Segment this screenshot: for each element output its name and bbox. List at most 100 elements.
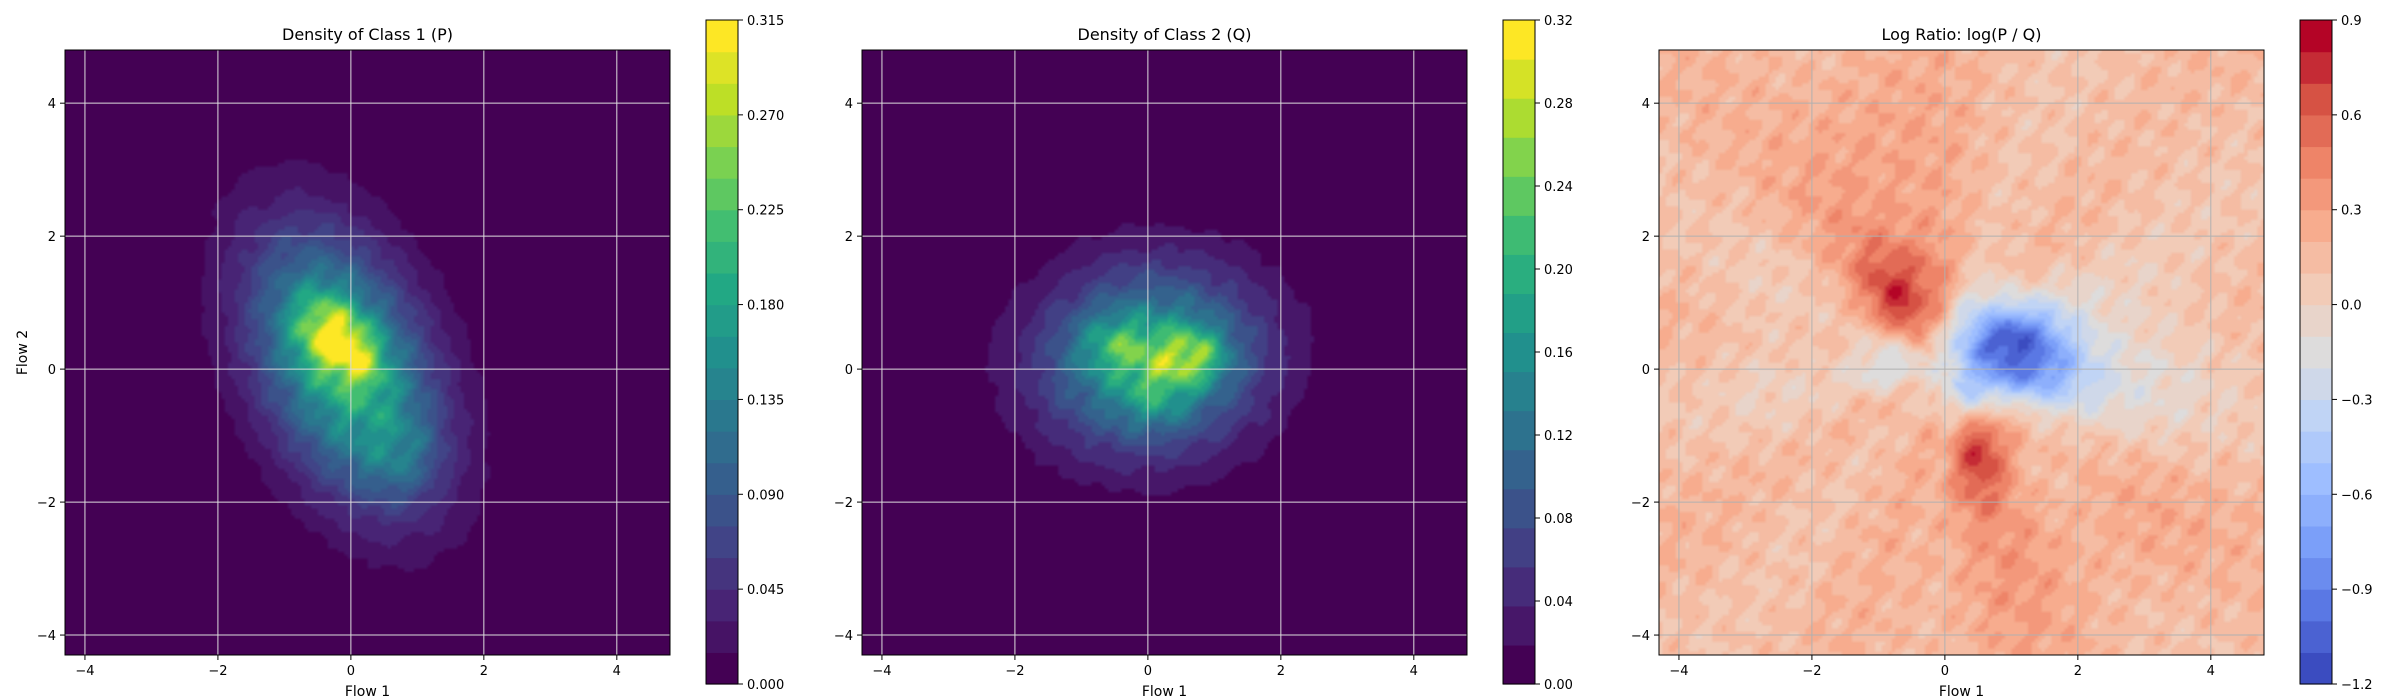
x-tick-label: −4 xyxy=(1669,664,1688,679)
x-tick-label: −2 xyxy=(1005,664,1024,679)
colorbar-band xyxy=(2300,146,2332,179)
y-tick-label: 4 xyxy=(845,97,853,112)
colorbar-band xyxy=(706,272,738,306)
colorbar-frame xyxy=(705,19,739,685)
colorbar-tick-label: 0.9 xyxy=(2341,14,2362,29)
colorbar-band xyxy=(2300,336,2332,369)
colorbar-band xyxy=(2300,652,2332,685)
colorbar: 0.00 0.04 0.08 0.12 0.16 0.20 0.24 0.28 0.32 xyxy=(1502,14,1573,693)
colorbar-tick-label: −0.3 xyxy=(2341,393,2373,408)
colorbar-band xyxy=(1503,20,1535,60)
colorbar-band xyxy=(1503,254,1535,295)
subplot-1: −4 −2 0 2 4 −4 −2 0 2 4 Density of Class 1 (P) Flow… xyxy=(15,14,784,700)
colorbar-band xyxy=(2300,494,2332,527)
colorbar-band xyxy=(1503,293,1535,334)
colorbar-band xyxy=(2300,589,2332,622)
colorbar-band xyxy=(1503,176,1535,216)
colorbar-band xyxy=(706,209,738,242)
colorbar-band xyxy=(2300,241,2332,274)
colorbar-tick-label: 0.16 xyxy=(1544,346,1573,361)
colorbar-tick-label: 0.045 xyxy=(747,583,784,598)
colorbar-band xyxy=(706,241,738,274)
colorbar-band xyxy=(2300,178,2332,211)
x-tick-label: −2 xyxy=(1802,664,1821,679)
y-tick-label: 0 xyxy=(845,363,853,378)
chart-title: Density of Class 2 (Q) xyxy=(1078,25,1252,44)
y-tick-label: −4 xyxy=(37,629,56,644)
subplot-3: −4 −2 0 2 4 −4 −2 0 2 4 Log Ratio: log(P / Q) Flow … xyxy=(1631,14,2373,700)
colorbar-band xyxy=(1503,215,1535,255)
colorbar-tick-label: 0.3 xyxy=(2341,204,2362,219)
x-tick-label: 0 xyxy=(1144,664,1152,679)
x-axis-label: Flow 1 xyxy=(1939,684,1984,700)
colorbar-tick-label: −1.2 xyxy=(2341,678,2373,693)
colorbar-band xyxy=(706,367,738,401)
x-tick-label: −4 xyxy=(75,664,94,679)
y-tick-label: −4 xyxy=(1631,629,1650,644)
y-tick-label: −4 xyxy=(834,629,853,644)
x-tick-label: 4 xyxy=(613,664,621,679)
colorbar-band xyxy=(1503,605,1535,646)
x-axis-label: Flow 1 xyxy=(345,684,390,700)
colorbar-band xyxy=(706,146,738,179)
y-tick-label: 0 xyxy=(1642,363,1650,378)
colorbar-band xyxy=(706,525,738,559)
colorbar-tick-label: 0.32 xyxy=(1544,14,1573,29)
colorbar-tick-label: −0.6 xyxy=(2341,488,2373,503)
colorbar-band xyxy=(2300,557,2332,590)
axes-frame xyxy=(861,49,1468,656)
colorbar-band xyxy=(1503,449,1535,490)
axes-frame xyxy=(64,49,671,656)
colorbar-tick-label: 0.00 xyxy=(1544,678,1573,693)
heatmap-image xyxy=(1659,50,2264,655)
colorbar-band xyxy=(2300,431,2332,464)
colorbar-band xyxy=(1503,644,1535,685)
colorbar-band xyxy=(706,462,738,495)
colorbar-tick-label: 0.04 xyxy=(1544,595,1573,610)
colorbar-tick-label: 0.315 xyxy=(747,14,784,29)
colorbar-band xyxy=(2300,462,2332,495)
colorbar-band xyxy=(1503,371,1535,412)
y-tick-label: −2 xyxy=(834,496,853,511)
y-tick-label: 2 xyxy=(845,230,853,245)
y-tick-label: 2 xyxy=(1642,230,1650,245)
colorbar-band xyxy=(706,114,738,148)
x-axis-label: Flow 1 xyxy=(1142,684,1187,700)
colorbar-tick-label: 0.135 xyxy=(747,393,784,408)
colorbar-band xyxy=(1503,410,1535,451)
colorbar-band xyxy=(706,336,738,369)
colorbar-band xyxy=(2300,525,2332,559)
colorbar-band xyxy=(1503,59,1535,99)
y-axis-label: Flow 2 xyxy=(15,330,31,375)
colorbar-tick-label: 0.24 xyxy=(1544,180,1573,195)
colorbar-band xyxy=(2300,620,2332,653)
colorbar-band xyxy=(1503,98,1535,138)
colorbar-band xyxy=(1503,566,1535,607)
colorbar-tick-label: 0.6 xyxy=(2341,109,2362,124)
colorbar-tick-label: 0.0 xyxy=(2341,299,2362,314)
colorbar-band xyxy=(1503,137,1535,177)
colorbar-tick-label: −0.9 xyxy=(2341,583,2373,598)
x-tick-label: 0 xyxy=(347,664,355,679)
subplot-2: −4 −2 0 2 4 −4 −2 0 2 4 Density of Class 2 (Q) Flow… xyxy=(834,14,1573,700)
x-tick-label: 2 xyxy=(480,664,488,679)
y-tick-label: 4 xyxy=(1642,97,1650,112)
colorbar-band xyxy=(1503,332,1535,373)
colorbar: 0.000 0.045 0.090 0.135 0.180 0.225 0.270 0.315 xyxy=(705,14,784,693)
colorbar-band xyxy=(2300,272,2332,306)
colorbar-band xyxy=(2300,304,2332,337)
colorbar-tick-label: 0.000 xyxy=(747,678,784,693)
colorbar-tick-label: 0.090 xyxy=(747,488,784,503)
colorbar-band xyxy=(706,494,738,527)
colorbar-band xyxy=(706,620,738,653)
colorbar-tick-label: 0.270 xyxy=(747,109,784,124)
chart-title: Log Ratio: log(P / Q) xyxy=(1882,25,2042,44)
colorbar-band xyxy=(706,557,738,590)
y-tick-label: 2 xyxy=(48,230,56,245)
colorbar-band xyxy=(706,51,738,84)
colorbar-band xyxy=(2300,209,2332,242)
colorbar-band xyxy=(2300,51,2332,84)
colorbar-tick-label: 0.180 xyxy=(747,299,784,314)
colorbar-band xyxy=(2300,399,2332,432)
colorbar-tick-label: 0.20 xyxy=(1544,263,1573,278)
